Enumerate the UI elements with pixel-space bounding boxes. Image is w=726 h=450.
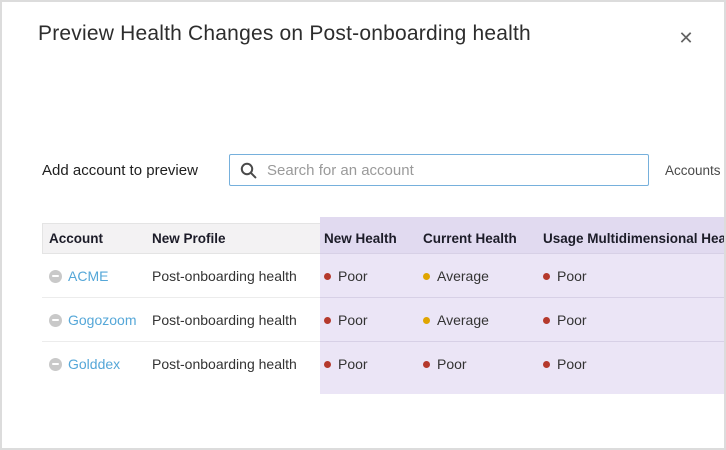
usage-health-cell: Poor (543, 254, 587, 298)
new-health-cell: Poor (324, 298, 368, 342)
health-dot (423, 272, 430, 280)
health-dot (324, 316, 331, 324)
health-label: Poor (338, 312, 368, 328)
usage-health-cell: Poor (543, 342, 587, 386)
account-link[interactable]: ACME (68, 268, 109, 284)
new-profile-cell: Post-onboarding health (152, 356, 297, 372)
table-header-band (42, 223, 320, 254)
minus-circle-icon (49, 269, 62, 283)
account-search-box[interactable] (229, 154, 649, 186)
health-dot (543, 272, 550, 280)
health-dot (423, 360, 430, 368)
usage-health-cell: Poor (543, 298, 587, 342)
health-dot (324, 272, 331, 280)
remove-account-icon[interactable] (49, 342, 62, 386)
health-dot (423, 316, 430, 324)
health-label: Poor (338, 268, 368, 284)
new-profile-cell: Post-onboarding health (152, 312, 297, 328)
row-divider (320, 341, 724, 342)
new-profile-cell: Post-onboarding health (152, 268, 297, 284)
table-row: Gogozoom Post-onboarding health Poor Ave… (2, 298, 724, 342)
column-header-new-profile: New Profile (152, 231, 226, 246)
current-health-cell: Poor (423, 342, 467, 386)
minus-circle-icon (49, 357, 62, 371)
new-health-cell: Poor (324, 342, 368, 386)
table-row: ACME Post-onboarding health Poor Average… (2, 254, 724, 298)
close-button[interactable]: ✕ (674, 26, 698, 50)
health-dot (324, 360, 331, 368)
account-link[interactable]: Gogozoom (68, 312, 137, 328)
column-header-new-health: New Health (324, 231, 397, 246)
health-dot (543, 360, 550, 368)
add-account-row: Add account to preview Accounts (2, 154, 724, 186)
search-input[interactable] (267, 161, 638, 179)
dialog-title: Preview Health Changes on Post-onboardin… (38, 22, 531, 45)
health-label: Average (437, 268, 489, 284)
health-label: Poor (338, 356, 368, 372)
health-label: Poor (437, 356, 467, 372)
search-icon (240, 162, 257, 178)
health-label: Poor (557, 356, 587, 372)
row-divider (42, 297, 320, 298)
health-label: Poor (557, 268, 587, 284)
add-account-label: Add account to preview (42, 161, 198, 179)
close-icon: ✕ (678, 28, 694, 48)
column-header-usage-multidimensional-health: Usage Multidimensional Health (543, 231, 726, 246)
remove-account-icon[interactable] (49, 298, 62, 342)
accounts-label: Accounts (665, 162, 721, 178)
health-dot (543, 316, 550, 324)
health-columns-header-band (320, 217, 724, 254)
account-link[interactable]: Golddex (68, 356, 121, 372)
row-divider (320, 297, 724, 298)
health-label: Average (437, 312, 489, 328)
current-health-cell: Average (423, 298, 489, 342)
column-header-account: Account (49, 231, 103, 246)
new-health-cell: Poor (324, 254, 368, 298)
row-divider (42, 341, 320, 342)
remove-account-icon[interactable] (49, 254, 62, 298)
health-label: Poor (557, 312, 587, 328)
column-header-current-health: Current Health (423, 231, 517, 246)
table-row: Golddex Post-onboarding health Poor Poor… (2, 342, 724, 386)
current-health-cell: Average (423, 254, 489, 298)
minus-circle-icon (49, 313, 62, 327)
